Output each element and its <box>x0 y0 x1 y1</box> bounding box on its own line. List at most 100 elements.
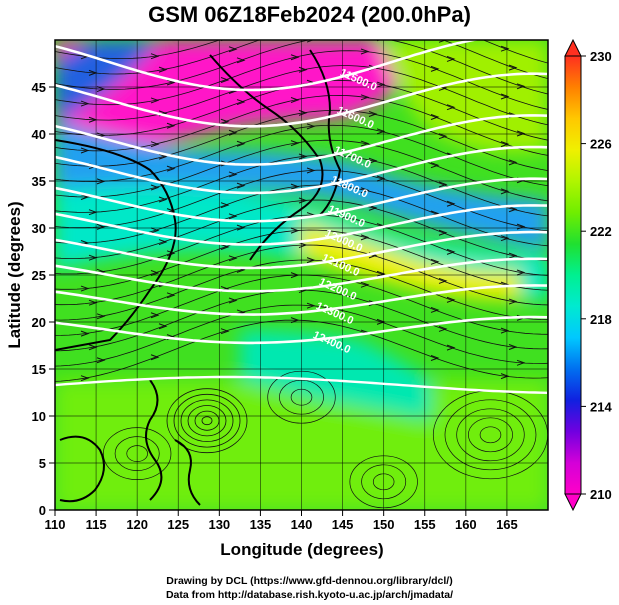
streamline <box>55 124 548 187</box>
x-tick-label: 135 <box>250 517 272 532</box>
height-contour <box>55 284 548 316</box>
stream-arrow <box>360 140 370 147</box>
swirl-ring <box>479 426 502 444</box>
streamline <box>55 94 548 156</box>
stream-arrow <box>166 122 176 129</box>
stream-arrow <box>220 244 230 250</box>
stream-arrow <box>166 165 176 172</box>
stream-arrow <box>80 285 90 292</box>
coastline <box>145 379 163 501</box>
stream-arrow <box>446 344 456 351</box>
stream-arrow <box>500 235 510 242</box>
stream-arrow <box>508 206 518 213</box>
x-axis-label: Longitude (degrees) <box>220 540 383 559</box>
stream-arrow <box>368 157 378 164</box>
coastline <box>174 439 201 506</box>
stream-arrow <box>369 19 376 24</box>
swirl-ring <box>468 417 513 453</box>
stream-arrow <box>360 94 370 101</box>
stream-arrow <box>446 296 456 303</box>
x-tick-label: 155 <box>414 517 436 532</box>
coastline-layer <box>55 49 342 506</box>
stream-arrow <box>80 330 90 337</box>
stream-arrow <box>158 153 168 160</box>
stream-arrow <box>290 140 300 147</box>
stream-arrow <box>228 297 238 304</box>
credit-data: Data from http://database.rish.kyoto-u.a… <box>165 589 454 601</box>
streamline <box>55 169 548 232</box>
stream-arrow <box>150 97 160 104</box>
stream-arrow <box>299 24 306 29</box>
y-tick-label: 40 <box>32 127 46 142</box>
stream-arrow <box>446 104 456 111</box>
stream-arrow <box>236 99 246 106</box>
stream-arrow <box>96 178 106 185</box>
band-blue-corner <box>55 40 160 120</box>
y-tick-label: 0 <box>39 503 46 518</box>
streamline <box>55 40 548 80</box>
stream-arrow <box>500 141 510 148</box>
stream-arrow <box>158 66 168 73</box>
y-tick-label: 25 <box>32 268 46 283</box>
y-tick-label: 10 <box>32 409 46 424</box>
streamline <box>55 40 548 64</box>
stream-arrow <box>306 302 316 309</box>
colorbar-body <box>564 55 582 495</box>
stream-arrow <box>446 248 456 255</box>
stream-arrow <box>306 167 316 174</box>
stream-arrow <box>360 48 370 55</box>
streamline <box>55 214 548 276</box>
stream-arrow <box>516 269 526 276</box>
stream-arrow <box>96 313 106 320</box>
colorbar-tick-label: 210 <box>590 487 612 502</box>
coastline <box>59 435 105 503</box>
streamline <box>55 304 548 367</box>
stream-arrow <box>236 224 246 231</box>
stream-arrow <box>150 312 160 319</box>
stream-arrow <box>290 227 300 234</box>
stream-arrow <box>96 223 106 230</box>
x-tick-label: 145 <box>332 517 354 532</box>
x-tick-label: 150 <box>373 517 395 532</box>
stream-arrow <box>430 306 440 313</box>
height-contour <box>55 257 548 293</box>
y-tick-label: 5 <box>39 456 46 471</box>
x-tick-label: 120 <box>126 517 148 532</box>
x-tick-label: 125 <box>167 517 189 532</box>
stream-arrow <box>500 373 510 380</box>
stream-arrow <box>430 65 440 72</box>
stream-arrow <box>500 188 510 195</box>
stream-arrow <box>236 140 246 147</box>
stream-arrow <box>96 86 106 93</box>
height-contour <box>55 177 548 223</box>
stream-arrow <box>360 187 370 194</box>
map-title: GSM 06Z18Feb2024 (200.0hPa) <box>148 2 471 27</box>
y-axis-label: Latitude (degrees) <box>5 201 24 348</box>
stream-arrow <box>290 183 300 190</box>
stream-arrow <box>150 227 160 234</box>
streamline <box>55 65 548 126</box>
stream-arrow <box>368 204 378 211</box>
band-teal <box>240 330 430 420</box>
stream-arrow <box>166 79 176 86</box>
stream-arrow <box>228 171 238 178</box>
y-tick-label: 30 <box>32 221 46 236</box>
y-axis-ticks: 0 5 10 15 20 25 30 35 40 45 <box>32 80 55 518</box>
stream-arrow <box>80 147 90 154</box>
stream-arrow <box>500 327 510 334</box>
colorbar-ticks: 210 214 218 222 226 230 <box>581 49 612 502</box>
stream-arrow <box>438 277 448 284</box>
streamline <box>55 50 548 110</box>
stream-arrow <box>150 53 160 60</box>
stream-arrow <box>220 328 230 335</box>
stream-arrow <box>228 213 238 220</box>
x-axis-ticks: 110 115 120 125 130 135 140 145 150 155 160 165 <box>45 510 518 532</box>
y-tick-label: 15 <box>32 362 46 377</box>
stream-arrow <box>500 93 510 100</box>
stream-arrow <box>228 255 238 262</box>
swirl-ring <box>456 408 525 462</box>
x-tick-label: 110 <box>45 517 66 532</box>
stream-arrow <box>80 100 90 107</box>
stream-arrow <box>508 252 518 259</box>
vortex-ring <box>166 388 248 454</box>
